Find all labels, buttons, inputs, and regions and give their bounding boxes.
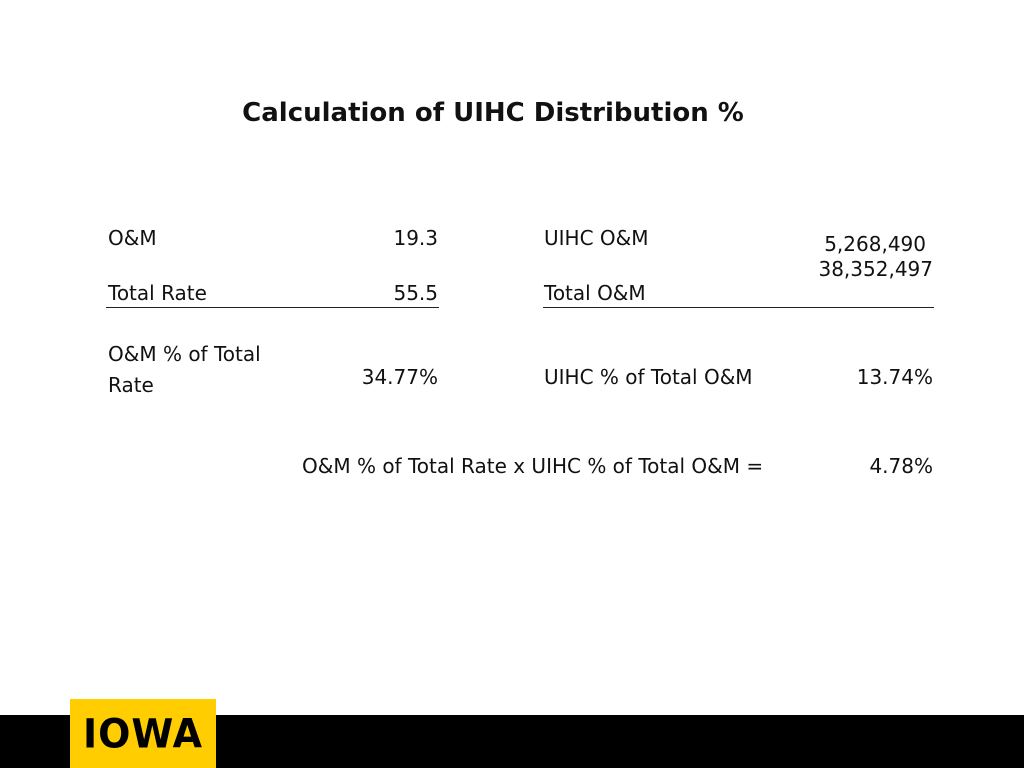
iowa-logo: IOWA xyxy=(70,699,216,768)
total-om-value: 38,352,497 xyxy=(818,257,933,281)
iowa-logo-text: IOWA xyxy=(82,710,204,757)
om-percent-label-line1: O&M % of Total xyxy=(108,342,261,366)
uihc-percent-value: 13.74% xyxy=(856,365,933,389)
om-value: 19.3 xyxy=(393,226,438,250)
uihc-om-label: UIHC O&M xyxy=(544,226,649,250)
total-rate-value: 55.5 xyxy=(393,281,438,305)
final-formula-label: O&M % of Total Rate x UIHC % of Total O&… xyxy=(302,454,764,478)
slide-title: Calculation of UIHC Distribution % xyxy=(242,98,744,128)
om-label: O&M xyxy=(108,226,157,250)
right-divider xyxy=(543,307,934,308)
uihc-percent-label: UIHC % of Total O&M xyxy=(544,365,753,389)
total-om-label: Total O&M xyxy=(544,281,646,305)
final-value: 4.78% xyxy=(869,454,933,478)
total-rate-label: Total Rate xyxy=(108,281,207,305)
uihc-om-value: 5,268,490 xyxy=(824,232,926,256)
om-percent-label-line2: Rate xyxy=(108,373,154,397)
om-percent-value: 34.77% xyxy=(361,365,438,389)
left-divider xyxy=(106,307,439,308)
